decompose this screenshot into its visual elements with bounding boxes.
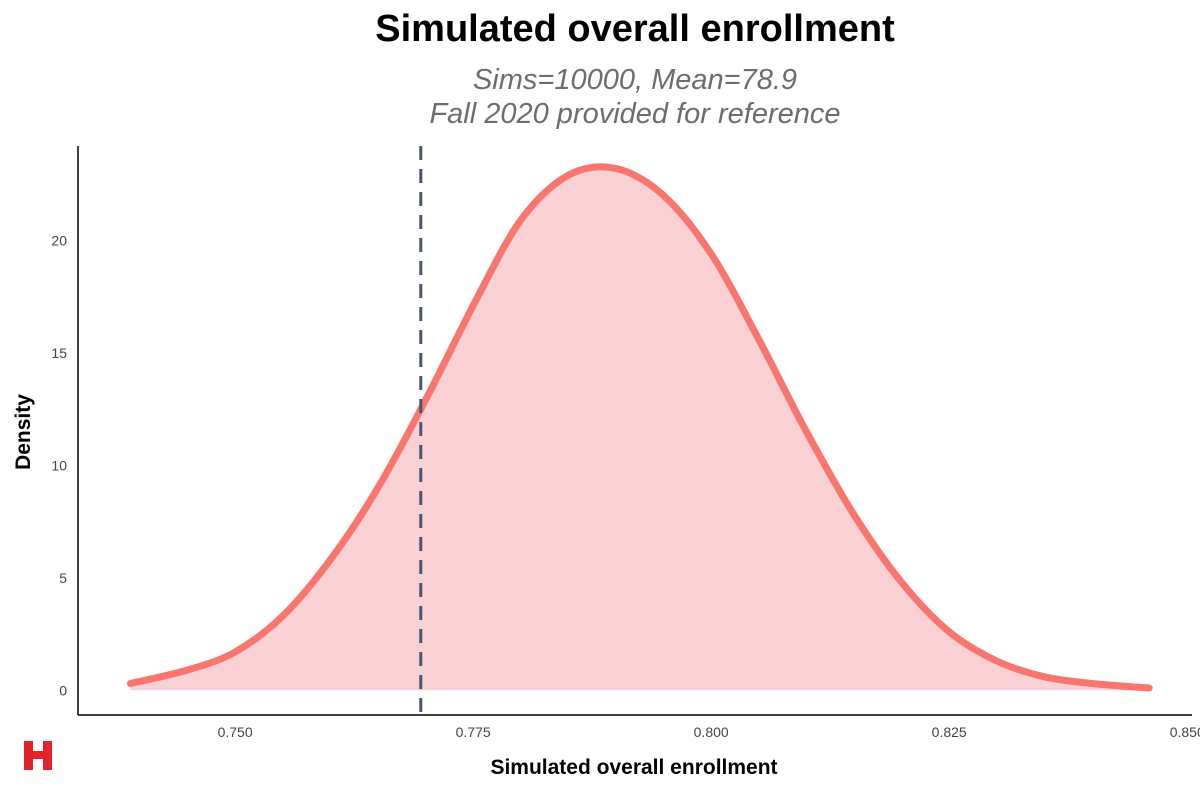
- x-tick-label: 0.850: [1170, 724, 1200, 740]
- y-tick-label: 0: [59, 682, 67, 698]
- x-tick-label: 0.775: [456, 724, 491, 740]
- x-tick-label: 0.825: [932, 724, 967, 740]
- y-tick-label: 10: [51, 457, 67, 473]
- chart-title: Simulated overall enrollment: [375, 8, 895, 50]
- x-tick-label: 0.800: [694, 724, 729, 740]
- y-tick-label: 15: [51, 345, 67, 361]
- density-line: [126, 163, 1153, 692]
- chart-subtitle-line-1: Sims=10000, Mean=78.9: [472, 64, 798, 96]
- x-axis-title: Simulated overall enrollment: [490, 756, 777, 779]
- y-axis-title: Density: [12, 394, 35, 470]
- h-logo: [24, 741, 52, 770]
- h-logo-shape: [24, 741, 52, 770]
- axes: 0.750 0.775 0.800 0.825 0.850 0 5 10 15 20: [51, 146, 1200, 740]
- density-area: [130, 166, 1150, 691]
- chart-subtitle-line-2: Fall 2020 provided for reference: [429, 98, 841, 130]
- y-tick-label: 5: [59, 570, 67, 586]
- y-tick-label: 20: [51, 232, 67, 248]
- plot-area: [126, 146, 1153, 715]
- x-tick-label: 0.750: [218, 724, 253, 740]
